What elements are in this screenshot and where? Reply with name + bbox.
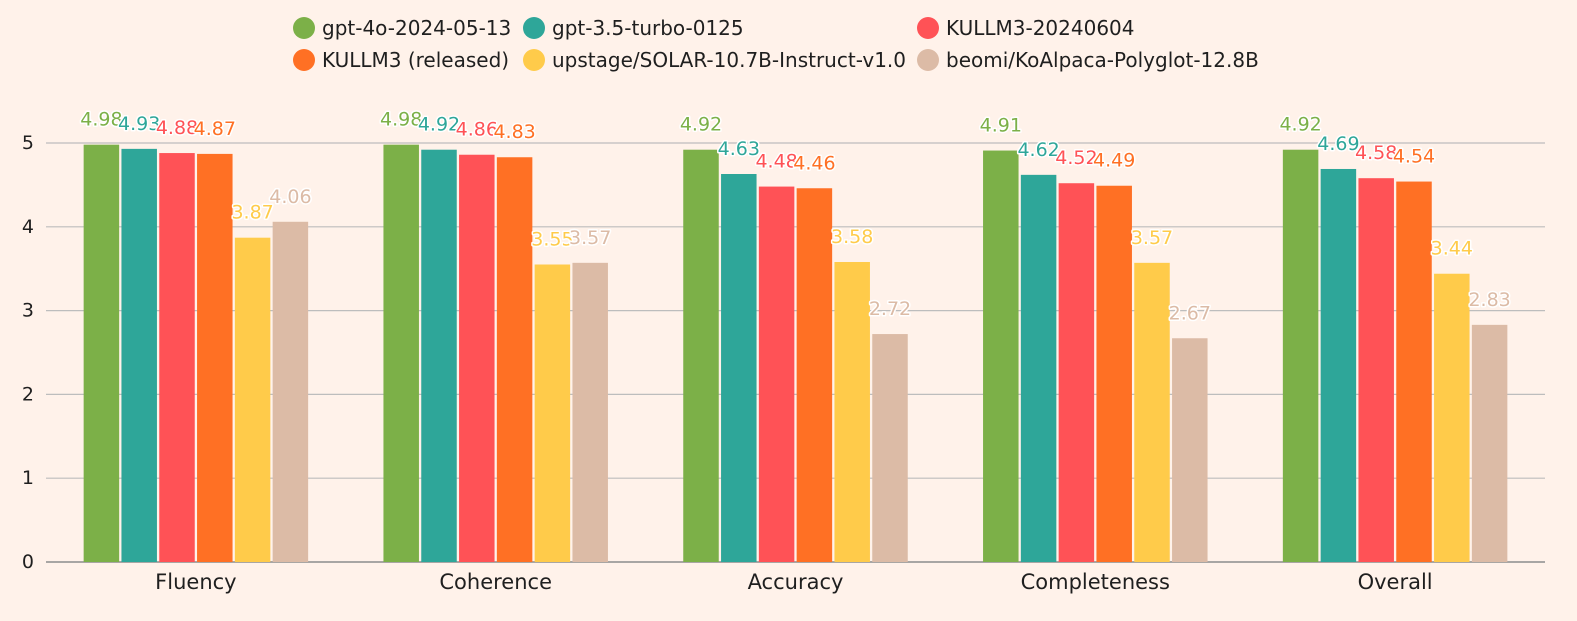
legend-label: KULLM3 (released): [322, 48, 509, 72]
legend-label: gpt-3.5-turbo-0125: [552, 16, 744, 40]
bar-fluency-kullm3-released: [197, 153, 233, 563]
data-label: 4.58: [1355, 142, 1397, 164]
data-label: 4.92: [680, 114, 722, 136]
y-tick-label: 4: [22, 216, 34, 238]
legend-swatch: [523, 49, 545, 71]
y-tick-label: 3: [22, 300, 34, 322]
legend: gpt-4o-2024-05-13 gpt-3.5-turbo-0125 KULLM…: [293, 16, 1259, 72]
axes: 0 1 2 3 4 5 Fluency Coherence Accuracy Completene…: [22, 132, 1433, 594]
data-label: 2.72: [869, 298, 911, 320]
legend-label: beomi/KoAlpaca-Polyglot-12.8B: [946, 48, 1259, 72]
bar-completeness-kullm3-20240604: [1058, 183, 1095, 562]
x-category-label: Overall: [1358, 570, 1433, 594]
bar-coherence-upstage-solar-10-7b-instruct-v1-0: [534, 264, 571, 562]
x-category-label: Fluency: [155, 570, 236, 594]
bar-coherence-kullm3-20240604: [459, 154, 495, 562]
data-label: 4.49: [1093, 150, 1135, 172]
bar-accuracy-kullm3-20240604: [758, 186, 795, 563]
data-label: 4.48: [755, 151, 797, 173]
data-label: 3.57: [1131, 227, 1173, 249]
data-label: 4.63: [718, 138, 760, 160]
x-category-label: Completeness: [1021, 570, 1170, 594]
y-tick-label: 5: [22, 132, 34, 154]
data-labels: 4.984.934.884.873.874.064.984.924.864.83…: [79, 107, 1513, 326]
bar-completeness-kullm3-released: [1096, 185, 1132, 562]
bar-fluency-upstage-solar-10-7b-instruct-v1-0: [234, 237, 271, 562]
bar-completeness-upstage-solar-10-7b-instruct-v1-0: [1134, 262, 1170, 562]
data-label: 4.98: [80, 109, 122, 131]
legend-swatch: [917, 17, 939, 39]
data-label: 4.98: [380, 109, 422, 131]
legend-swatch: [917, 49, 939, 71]
bar-completeness-gpt-4o-2024-05-13: [983, 150, 1019, 563]
legend-swatch: [523, 17, 545, 39]
data-label: 4.62: [1017, 139, 1059, 161]
data-label: 4.06: [269, 186, 311, 208]
bar-accuracy-upstage-solar-10-7b-instruct-v1-0: [834, 261, 870, 562]
data-label: 4.83: [493, 121, 535, 143]
y-tick-label: 0: [22, 551, 34, 573]
data-label: 4.54: [1393, 146, 1435, 168]
data-label: 4.69: [1317, 133, 1359, 155]
data-label: 3.44: [1431, 238, 1473, 260]
x-category-label: Coherence: [439, 570, 552, 594]
bar-overall-gpt-3-5-turbo-0125: [1320, 168, 1357, 562]
legend-label: gpt-4o-2024-05-13: [322, 16, 511, 40]
bar-completeness-beomi-koalpaca-polyglot-12-8b: [1172, 338, 1208, 562]
data-label: 4.86: [456, 119, 498, 141]
bar-overall-kullm3-20240604: [1358, 178, 1394, 563]
bar-overall-beomi-koalpaca-polyglot-12-8b: [1471, 324, 1508, 562]
legend-swatch: [293, 17, 315, 39]
data-label: 4.92: [1279, 114, 1321, 136]
data-label: 2.83: [1468, 289, 1510, 311]
data-label: 3.57: [569, 227, 611, 249]
data-label: 3.87: [231, 202, 273, 224]
data-label: 4.52: [1055, 147, 1097, 169]
bar-fluency-beomi-koalpaca-polyglot-12-8b: [272, 221, 309, 562]
x-category-label: Accuracy: [748, 570, 844, 594]
y-tick-label: 2: [22, 383, 34, 405]
data-label: 2.67: [1169, 302, 1211, 324]
data-label: 3.58: [831, 226, 873, 248]
data-label: 4.88: [156, 117, 198, 139]
bar-coherence-gpt-3-5-turbo-0125: [421, 149, 457, 563]
bar-overall-gpt-4o-2024-05-13: [1282, 149, 1319, 563]
data-label: 4.87: [194, 118, 236, 140]
bar-overall-upstage-solar-10-7b-instruct-v1-0: [1434, 273, 1470, 562]
bar-accuracy-gpt-3-5-turbo-0125: [721, 174, 757, 563]
legend-swatch: [293, 49, 315, 71]
bar-accuracy-kullm3-released: [796, 188, 833, 562]
bar-fluency-gpt-4o-2024-05-13: [83, 144, 120, 562]
y-tick-label: 1: [22, 467, 34, 489]
bar-completeness-gpt-3-5-turbo-0125: [1020, 174, 1057, 562]
legend-label: KULLM3-20240604: [946, 16, 1135, 40]
bar-fluency-kullm3-20240604: [159, 153, 195, 562]
bar-accuracy-gpt-4o-2024-05-13: [683, 149, 719, 563]
data-label: 3.55: [531, 229, 573, 251]
legend-label: upstage/SOLAR-10.7B-Instruct-v1.0: [552, 48, 906, 72]
bar-overall-kullm3-released: [1396, 181, 1432, 562]
data-label: 4.91: [980, 115, 1022, 137]
data-label: 4.92: [418, 114, 460, 136]
data-label: 4.93: [118, 113, 160, 135]
data-label: 4.46: [793, 152, 835, 174]
bar-fluency-gpt-3-5-turbo-0125: [121, 148, 157, 562]
bar-coherence-beomi-koalpaca-polyglot-12-8b: [572, 262, 608, 562]
bar-accuracy-beomi-koalpaca-polyglot-12-8b: [872, 334, 908, 562]
bars: [83, 144, 1508, 563]
bar-coherence-kullm3-released: [496, 157, 533, 562]
bar-coherence-gpt-4o-2024-05-13: [383, 144, 419, 562]
